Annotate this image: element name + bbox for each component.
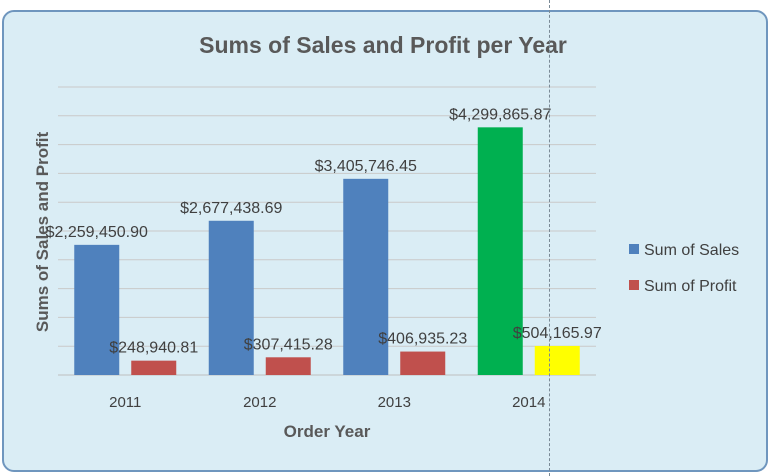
data-label-sum-of-profit-2011: $248,940.81 xyxy=(109,340,198,357)
data-labels: $2,259,450.90 $248,940.81 $2,677,438.69 $30… xyxy=(46,106,602,356)
bar-sum-of-sales-2013 xyxy=(343,178,389,375)
data-label-sum-of-sales-2011: $2,259,450.90 xyxy=(46,224,148,241)
data-label-sum-of-profit-2013: $406,935.23 xyxy=(378,331,467,348)
legend-label-sum-of-profit: Sum of Profit xyxy=(644,278,737,295)
legend: Sum of Sales Sum of Profit xyxy=(629,242,739,295)
bar-sum-of-profit-2011 xyxy=(131,360,177,375)
y-axis-title: Sums of Sales and Profit xyxy=(33,132,52,333)
bar-sum-of-profit-2012 xyxy=(265,357,311,375)
chart-title: Sums of Sales and Profit per Year xyxy=(199,32,567,58)
data-label-sum-of-profit-2012: $307,415.28 xyxy=(244,336,333,353)
bar-sum-of-sales-2014 xyxy=(477,127,523,375)
bars xyxy=(74,127,580,375)
data-label-sum-of-sales-2013: $3,405,746.45 xyxy=(315,158,417,175)
legend-swatch-sum-of-profit xyxy=(629,280,639,290)
data-label-sum-of-sales-2014: $4,299,865.87 xyxy=(449,106,551,123)
x-tick-label-2011: 2011 xyxy=(109,394,141,411)
legend-label-sum-of-sales: Sum of Sales xyxy=(644,242,739,259)
x-tick-label-2013: 2013 xyxy=(378,394,411,411)
bar-sum-of-profit-2014 xyxy=(534,345,580,375)
data-label-sum-of-sales-2012: $2,677,438.69 xyxy=(180,200,282,217)
selection-guide-line xyxy=(549,0,550,476)
x-axis-title: Order Year xyxy=(284,422,371,441)
x-tick-labels: 2011 2012 2013 2014 xyxy=(109,394,545,411)
x-tick-label-2014: 2014 xyxy=(512,394,545,411)
data-label-sum-of-profit-2014: $504,165.97 xyxy=(513,325,602,342)
x-tick-label-2012: 2012 xyxy=(243,394,276,411)
bar-sum-of-profit-2013 xyxy=(400,351,446,375)
legend-swatch-sum-of-sales xyxy=(629,244,639,254)
bar-sum-of-sales-2012 xyxy=(208,220,254,375)
bar-sum-of-sales-2011 xyxy=(74,244,120,375)
